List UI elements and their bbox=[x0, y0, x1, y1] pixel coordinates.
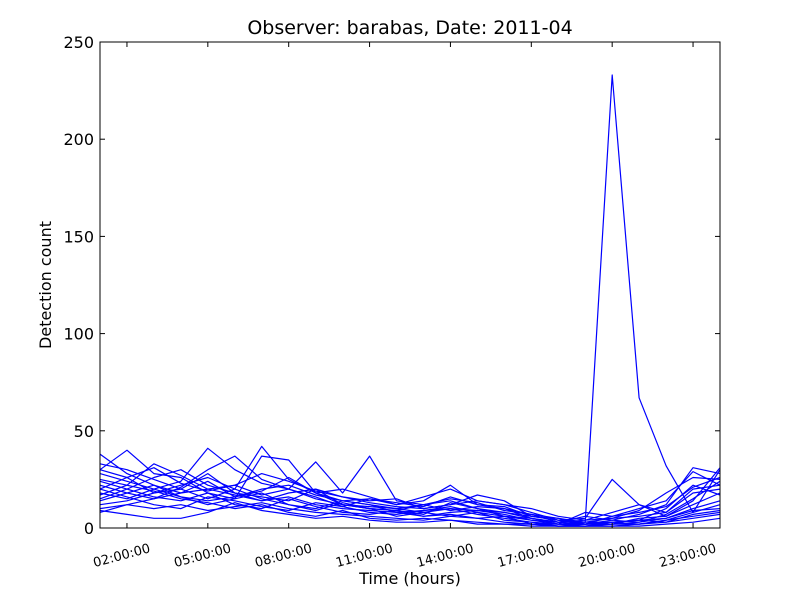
series-line bbox=[99, 488, 721, 525]
series-lines bbox=[99, 74, 721, 527]
x-axis-label: Time (hours) bbox=[358, 569, 461, 588]
y-tick-label: 100 bbox=[63, 325, 94, 344]
series-line bbox=[99, 502, 721, 527]
series-line bbox=[99, 463, 721, 523]
plot-frame bbox=[99, 41, 721, 529]
y-tick-label: 0 bbox=[84, 519, 94, 538]
y-tick-label: 50 bbox=[74, 422, 94, 441]
series-line bbox=[99, 445, 721, 525]
series-line bbox=[99, 469, 721, 521]
y-axis-label: Detection count bbox=[36, 221, 55, 349]
y-tick-label: 150 bbox=[63, 227, 94, 246]
series-line bbox=[99, 480, 721, 527]
series-line bbox=[99, 467, 721, 525]
y-tick-label: 200 bbox=[63, 130, 94, 149]
chart-title: Observer: barabas, Date: 2011-04 bbox=[247, 17, 572, 39]
series-line bbox=[99, 476, 721, 525]
series-line bbox=[99, 447, 721, 523]
y-tick-label: 250 bbox=[63, 33, 94, 52]
